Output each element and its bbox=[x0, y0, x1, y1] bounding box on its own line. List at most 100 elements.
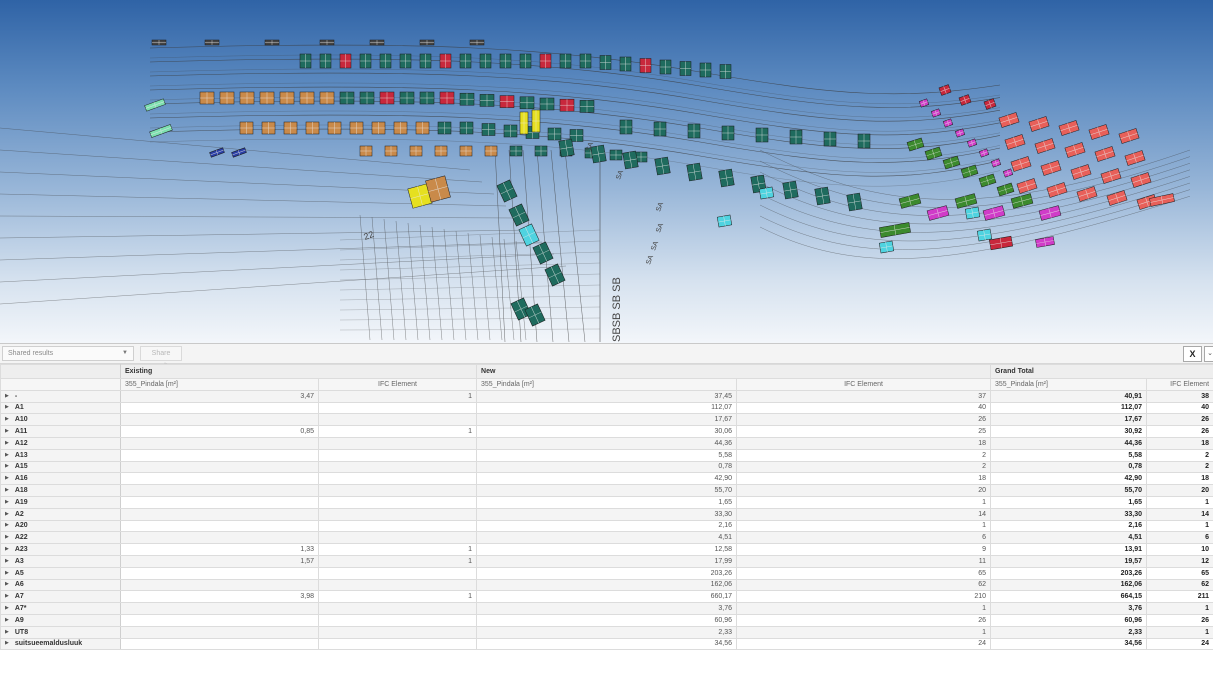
window-element[interactable] bbox=[531, 109, 541, 133]
expand-triangle-icon[interactable]: ▶ bbox=[5, 628, 9, 635]
window-element[interactable] bbox=[547, 127, 562, 141]
window-element[interactable] bbox=[419, 53, 432, 69]
window-element[interactable] bbox=[823, 131, 837, 147]
window-element[interactable] bbox=[499, 95, 515, 108]
table-row[interactable]: ▶ A7* 3,76 1 3,76 1 bbox=[0, 602, 1213, 615]
window-element[interactable] bbox=[499, 53, 512, 69]
row-header[interactable]: ▶ A6 bbox=[0, 578, 121, 592]
window-element[interactable] bbox=[459, 121, 474, 135]
window-element[interactable] bbox=[503, 124, 518, 138]
row-header[interactable]: ▶ A2 bbox=[0, 507, 121, 521]
window-element[interactable] bbox=[1034, 138, 1056, 154]
window-element[interactable] bbox=[434, 145, 448, 157]
row-header[interactable]: ▶ A7* bbox=[0, 602, 121, 615]
window-element[interactable] bbox=[319, 53, 332, 69]
table-row[interactable]: ▶ A12 44,36 18 44,36 18 bbox=[0, 436, 1213, 450]
window-element[interactable] bbox=[534, 145, 548, 157]
expand-triangle-icon[interactable]: ▶ bbox=[5, 581, 9, 588]
row-header[interactable]: ▶ A16 bbox=[0, 472, 121, 486]
more-options-button[interactable]: ⌄ bbox=[1204, 346, 1213, 362]
expand-triangle-icon[interactable]: ▶ bbox=[5, 439, 9, 446]
window-element[interactable] bbox=[283, 121, 298, 135]
window-element[interactable] bbox=[634, 151, 648, 163]
row-header[interactable]: ▶ A13 bbox=[0, 448, 121, 462]
window-element[interactable] bbox=[479, 53, 492, 69]
row-header[interactable]: ▶ A23 bbox=[0, 543, 121, 556]
window-element[interactable] bbox=[721, 125, 735, 141]
window-element[interactable] bbox=[958, 94, 972, 106]
window-element[interactable] bbox=[419, 91, 435, 105]
window-element[interactable] bbox=[559, 53, 572, 69]
window-element[interactable] bbox=[327, 121, 342, 135]
window-element[interactable] bbox=[718, 168, 735, 188]
window-element[interactable] bbox=[1035, 236, 1055, 248]
window-element[interactable] bbox=[459, 92, 475, 106]
window-element[interactable] bbox=[559, 98, 575, 112]
window-element[interactable] bbox=[459, 145, 473, 157]
window-element[interactable] bbox=[898, 193, 922, 209]
row-header[interactable]: ▶ A15 bbox=[0, 460, 121, 474]
shared-results-dropdown[interactable]: Shared results ▼ bbox=[2, 346, 134, 361]
window-element[interactable] bbox=[918, 98, 930, 108]
window-element[interactable] bbox=[399, 53, 412, 69]
window-element[interactable] bbox=[239, 121, 254, 135]
window-element[interactable] bbox=[983, 98, 997, 110]
row-header[interactable]: ▶ A3 bbox=[0, 554, 121, 568]
expand-triangle-icon[interactable]: ▶ bbox=[5, 404, 9, 411]
3d-model-viewport[interactable]: SA SA SA SA SA SA SBSB SB SB 22 bbox=[0, 0, 1213, 343]
window-element[interactable] bbox=[359, 91, 375, 105]
window-element[interactable] bbox=[619, 56, 632, 72]
row-header[interactable]: ▶ A12 bbox=[0, 436, 121, 450]
expand-triangle-icon[interactable]: ▶ bbox=[5, 428, 9, 435]
window-element[interactable] bbox=[519, 53, 532, 69]
window-element[interactable] bbox=[1058, 120, 1080, 136]
window-element[interactable] bbox=[1118, 128, 1140, 144]
window-element[interactable] bbox=[239, 91, 255, 105]
share-results-button[interactable]: Share results bbox=[140, 346, 182, 370]
expand-triangle-icon[interactable]: ▶ bbox=[5, 534, 9, 541]
row-header[interactable]: ▶ A7 bbox=[0, 590, 121, 604]
window-element[interactable] bbox=[960, 164, 979, 179]
window-element[interactable] bbox=[399, 91, 415, 105]
expand-triangle-icon[interactable]: ▶ bbox=[5, 557, 9, 564]
window-element[interactable] bbox=[653, 121, 667, 137]
table-row[interactable]: ▶ suitsueemaldusluuk 34,56 24 34,56 24 bbox=[0, 637, 1213, 651]
table-row[interactable]: ▶ -3,47 1 37,45 37 40,91 38 bbox=[0, 389, 1213, 403]
window-element[interactable] bbox=[519, 96, 535, 110]
window-element[interactable] bbox=[1100, 168, 1122, 184]
table-row[interactable]: ▶ A9 60,96 26 60,96 26 bbox=[0, 613, 1213, 627]
table-row[interactable]: ▶ A23 1,33 1 12,58 9 13,91 10 bbox=[0, 543, 1213, 556]
window-element[interactable] bbox=[782, 180, 799, 200]
table-row[interactable]: ▶ A5 203,26 65 203,26 65 bbox=[0, 566, 1213, 580]
table-row[interactable]: ▶ A15 0,78 2 0,78 2 bbox=[0, 460, 1213, 474]
window-element[interactable] bbox=[199, 91, 215, 105]
window-element[interactable] bbox=[204, 39, 220, 46]
window-element[interactable] bbox=[508, 203, 530, 227]
measure-header-ifc[interactable]: IFC Element bbox=[317, 378, 478, 391]
window-element[interactable] bbox=[558, 138, 575, 158]
window-element[interactable] bbox=[1002, 168, 1014, 178]
window-element[interactable] bbox=[978, 173, 997, 188]
window-element[interactable] bbox=[359, 53, 372, 69]
expand-triangle-icon[interactable]: ▶ bbox=[5, 451, 9, 458]
row-header[interactable]: ▶ UT8 bbox=[0, 625, 121, 639]
row-header[interactable]: ▶ A1 bbox=[0, 401, 121, 415]
window-element[interactable] bbox=[524, 303, 546, 327]
window-element[interactable] bbox=[209, 147, 225, 158]
table-row[interactable]: ▶ A13 5,58 2 5,58 2 bbox=[0, 448, 1213, 462]
expand-triangle-icon[interactable]: ▶ bbox=[5, 392, 9, 399]
expand-triangle-icon[interactable]: ▶ bbox=[5, 498, 9, 505]
table-row[interactable]: ▶ A7 3,98 1 660,17 210 664,15 211 bbox=[0, 590, 1213, 604]
window-element[interactable] bbox=[532, 241, 554, 265]
expand-triangle-icon[interactable]: ▶ bbox=[5, 510, 9, 517]
measure-header-area[interactable]: 355_Pindala [m²] bbox=[120, 378, 319, 391]
window-element[interactable] bbox=[496, 179, 518, 203]
window-element[interactable] bbox=[151, 39, 167, 46]
window-element[interactable] bbox=[409, 145, 423, 157]
row-header[interactable]: ▶ A20 bbox=[0, 519, 121, 533]
window-element[interactable] bbox=[639, 58, 652, 73]
window-element[interactable] bbox=[379, 53, 392, 69]
measure-header-area[interactable]: 355_Pindala [m²] bbox=[990, 378, 1148, 391]
window-element[interactable] bbox=[144, 98, 166, 112]
window-element[interactable] bbox=[659, 59, 672, 75]
